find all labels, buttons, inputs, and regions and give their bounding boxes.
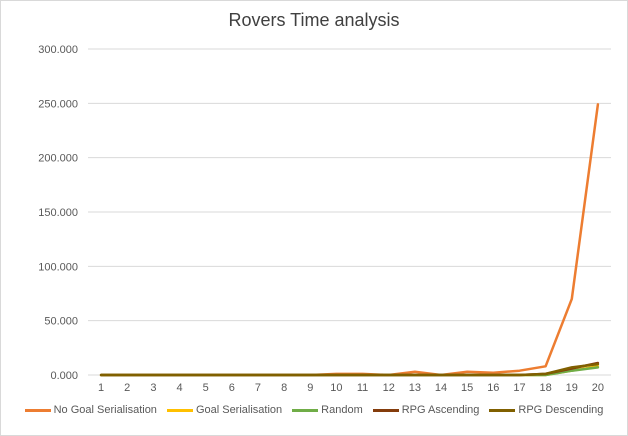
x-tick-label: 6 [229, 382, 235, 394]
x-tick-label: 20 [592, 382, 604, 394]
y-tick-label: 250.000 [38, 98, 78, 110]
legend-item: RPG Ascending [372, 404, 480, 416]
legend-label: Random [321, 404, 363, 416]
legend-swatch [166, 408, 193, 412]
x-tick-label: 4 [176, 382, 182, 394]
series-line [99, 362, 600, 377]
legend-swatch [24, 408, 51, 412]
legend-label: RPG Ascending [401, 404, 480, 416]
x-tick-label: 3 [150, 382, 156, 394]
x-tick-label: 12 [383, 382, 395, 394]
x-tick-label: 19 [566, 382, 578, 394]
legend-item: Random [292, 404, 363, 416]
x-tick-label: 11 [357, 382, 368, 394]
x-tick-label: 15 [461, 382, 473, 394]
legend-item: Goal Serialisation [166, 404, 283, 416]
y-tick-label: 0.000 [50, 370, 78, 382]
gridlines [88, 48, 611, 376]
x-tick-label: 14 [435, 382, 447, 394]
y-tick-label: 150.000 [38, 207, 78, 219]
legend-item: No Goal Serialisation [24, 404, 157, 416]
legend-swatch [372, 408, 399, 412]
series-lines [99, 103, 600, 377]
series-line [99, 103, 600, 377]
y-tick-label: 100.000 [38, 261, 78, 273]
legend-item: RPG Descending [489, 404, 603, 416]
legend-label: Goal Serialisation [195, 404, 283, 416]
x-tick-label: 9 [307, 382, 313, 394]
x-tick-label: 8 [281, 382, 287, 394]
y-tick-label: 300.000 [38, 44, 78, 56]
x-tick-label: 16 [487, 382, 499, 394]
legend-swatch [292, 408, 319, 412]
x-tick-label: 5 [203, 382, 209, 394]
legend: No Goal Serialisation Goal Serialisation R… [0, 404, 628, 416]
y-axis-ticks: 0.000 50.000 100.000 150.000 200.000 250.000 3… [38, 44, 78, 382]
x-tick-label: 17 [513, 382, 525, 394]
legend-label: No Goal Serialisation [53, 404, 157, 416]
x-tick-label: 18 [540, 382, 552, 394]
x-axis-ticks: 1 2 3 4 5 6 7 8 9 10 11 12 13 14 15 16 17 18 19 20 [98, 382, 604, 394]
x-tick-label: 7 [255, 382, 261, 394]
x-tick-label: 13 [409, 382, 421, 394]
y-tick-label: 50.000 [44, 316, 78, 328]
x-tick-label: 2 [124, 382, 130, 394]
chart-title: Rovers Time analysis [228, 10, 400, 30]
x-tick-label: 10 [330, 382, 342, 394]
legend-swatch [489, 408, 516, 412]
y-tick-label: 200.000 [38, 153, 78, 165]
x-tick-label: 1 [98, 382, 104, 394]
legend-label: RPG Descending [518, 404, 604, 416]
